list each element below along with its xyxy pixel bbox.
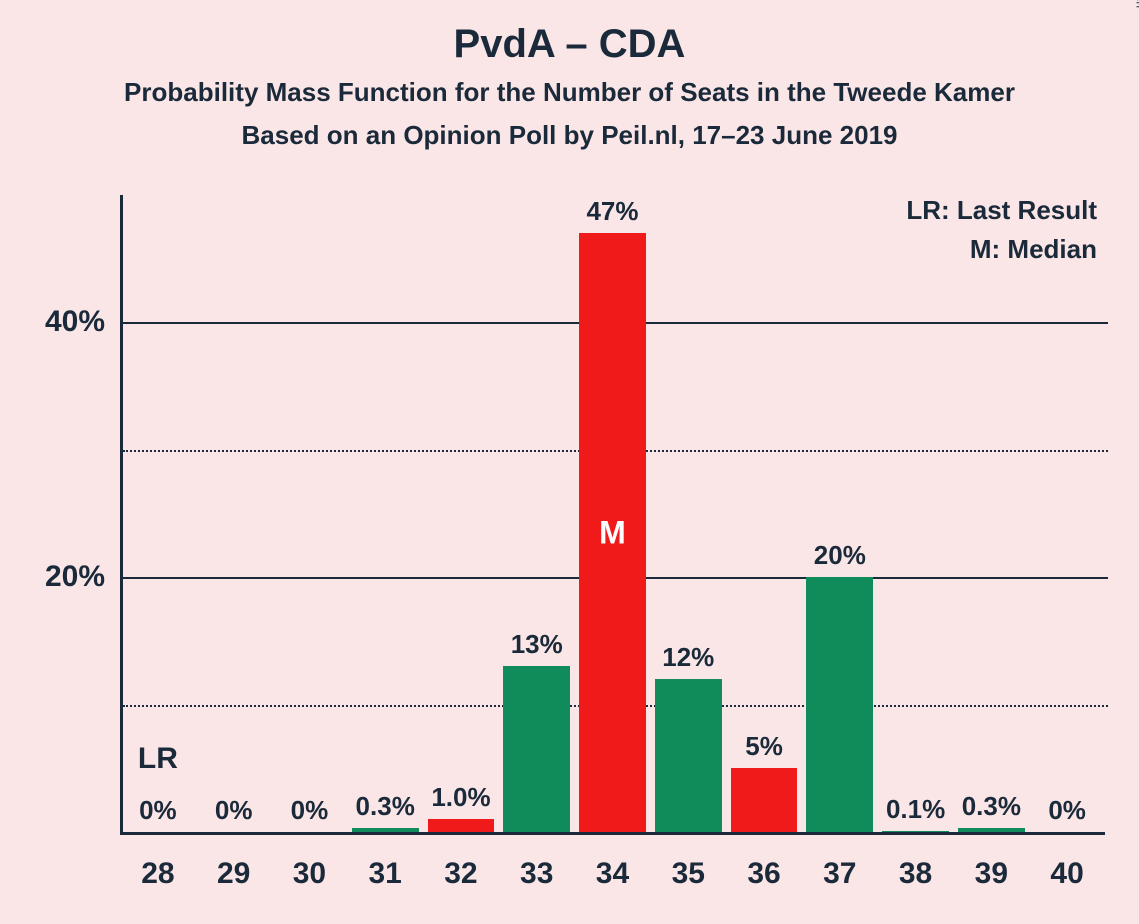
median-marker: M — [579, 514, 646, 551]
legend-lr: LR: Last Result — [906, 195, 1097, 234]
bar-slot: 0% — [1029, 195, 1105, 832]
bar-slot: 0% — [272, 195, 348, 832]
chart-subtitle-1: Probability Mass Function for the Number… — [0, 67, 1139, 108]
y-tick-label: 20% — [45, 560, 105, 594]
bar-slot: 0.3% — [347, 195, 423, 832]
chart-title: PvdA – CDA — [0, 0, 1139, 67]
bar-slot: 0%LR — [120, 195, 196, 832]
x-tick-label: 34 — [575, 857, 651, 891]
bar: M — [579, 233, 646, 832]
x-tick-label: 32 — [423, 857, 499, 891]
x-tick-label: 35 — [650, 857, 726, 891]
x-tick-label: 39 — [953, 857, 1029, 891]
x-tick-label: 36 — [726, 857, 802, 891]
bar-slot: 0.1% — [878, 195, 954, 832]
bar — [731, 768, 798, 832]
bar-slot: 0% — [196, 195, 272, 832]
last-result-marker: LR — [120, 742, 196, 776]
bar-slot: 0.3% — [953, 195, 1029, 832]
bar — [428, 819, 495, 832]
x-tick-label: 28 — [120, 857, 196, 891]
x-tick-label: 38 — [878, 857, 954, 891]
x-tick-label: 31 — [347, 857, 423, 891]
x-tick-label: 30 — [272, 857, 348, 891]
bar-value-label: 0% — [1014, 795, 1120, 826]
bar — [352, 828, 419, 832]
x-axis-labels: 28293031323334353637383940 — [120, 841, 1105, 881]
bar-slot: 5% — [726, 195, 802, 832]
legend: LR: Last Result M: Median — [906, 195, 1097, 273]
x-tick-label: 40 — [1029, 857, 1105, 891]
x-tick-label: 29 — [196, 857, 272, 891]
x-tick-label: 33 — [499, 857, 575, 891]
bar-slot: 13% — [499, 195, 575, 832]
bar — [958, 828, 1025, 832]
pmf-bar-chart: 0%LR0%0%0.3%1.0%13%M47%12%5%20%0.1%0.3%0… — [120, 195, 1105, 835]
copyright-text: © 2020 Filip van Laenen — [1133, 0, 1139, 8]
bar-slot: 1.0% — [423, 195, 499, 832]
bar-slot: M47% — [575, 195, 651, 832]
legend-m: M: Median — [906, 234, 1097, 273]
bars-container: 0%LR0%0%0.3%1.0%13%M47%12%5%20%0.1%0.3%0… — [120, 195, 1105, 832]
y-tick-label: 40% — [45, 305, 105, 339]
bar — [503, 666, 570, 832]
bar — [882, 831, 949, 832]
x-tick-label: 37 — [802, 857, 878, 891]
chart-subtitle-2: Based on an Opinion Poll by Peil.nl, 17–… — [0, 108, 1139, 151]
bar-slot: 20% — [802, 195, 878, 832]
